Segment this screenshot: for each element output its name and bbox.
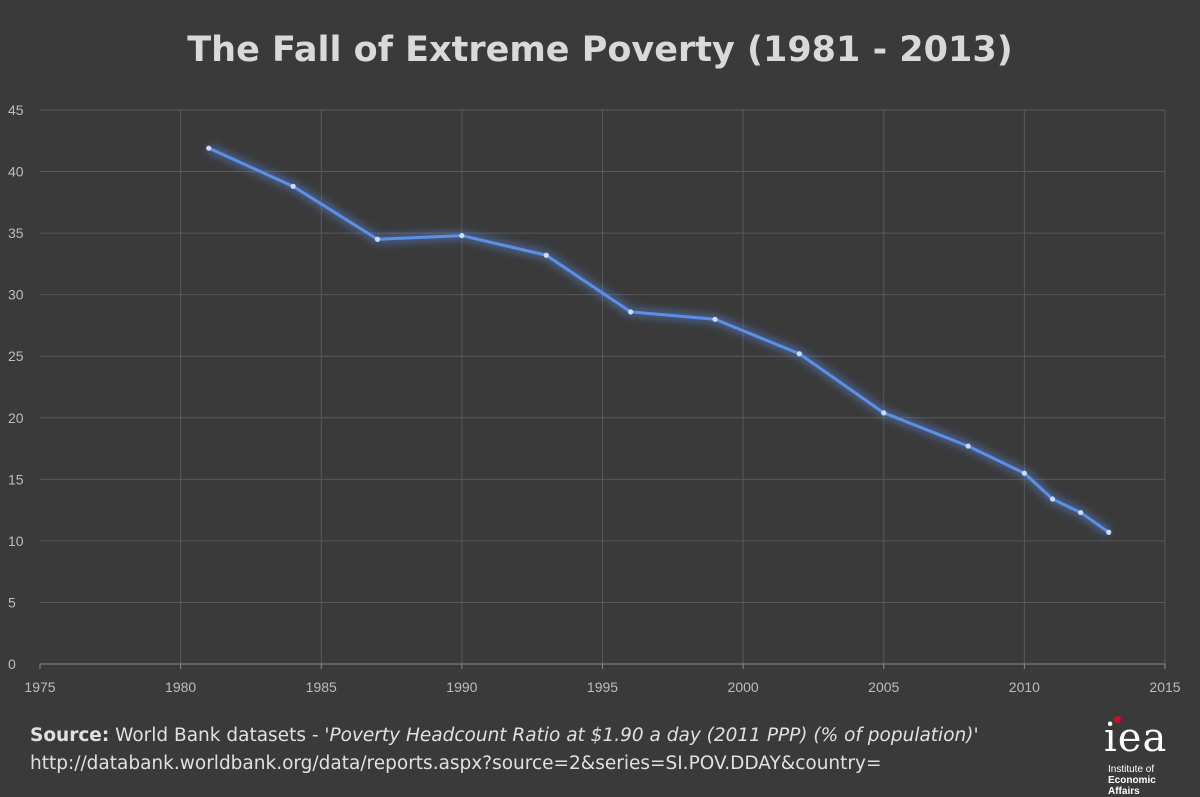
y-tick-label: 15 <box>8 471 24 487</box>
source-line-1: Source: World Bank datasets - 'Poverty H… <box>30 722 979 750</box>
y-tick-label: 5 <box>8 594 16 610</box>
y-tick-label: 35 <box>8 225 24 241</box>
data-point <box>796 351 802 357</box>
x-tick-label: 1990 <box>446 679 477 695</box>
source-url[interactable]: http://databank.worldbank.org/data/repor… <box>30 753 882 774</box>
source-text: World Bank datasets - <box>109 725 325 746</box>
logo-dot <box>1114 716 1121 723</box>
x-tick-label: 1995 <box>587 679 618 695</box>
y-tick-label: 20 <box>8 410 24 426</box>
data-point <box>543 252 549 258</box>
iea-logo: iea Institute of Economic Affairs <box>1104 714 1184 797</box>
x-tick-label: 2015 <box>1149 679 1180 695</box>
x-tick-label: 1985 <box>306 679 337 695</box>
data-point <box>1078 509 1084 516</box>
data-point <box>459 232 465 239</box>
chart-title: The Fall of Extreme Poverty (1981 - 2013… <box>187 30 1013 70</box>
y-tick-label: 0 <box>8 656 16 672</box>
grid-layer <box>40 109 1166 665</box>
data-point <box>628 309 634 315</box>
source-block: Source: World Bank datasets - 'Poverty H… <box>30 722 979 778</box>
y-tick-label: 40 <box>8 164 24 180</box>
logo-word: iea <box>1104 715 1168 761</box>
y-tick-label: 30 <box>8 287 24 303</box>
data-point <box>1106 529 1112 535</box>
data-point <box>1049 496 1056 502</box>
data-point <box>290 183 296 189</box>
source-dataset: 'Poverty Headcount Ratio at $1.90 a day … <box>324 725 979 746</box>
x-tick-label: 1975 <box>24 679 55 695</box>
y-tick-label: 25 <box>8 348 24 364</box>
x-tick-label: 1980 <box>165 679 196 695</box>
data-point <box>881 410 887 416</box>
data-point <box>965 443 971 449</box>
data-point <box>712 316 718 322</box>
axis-layer: 0 5 10 15 20 25 30 35 40 45 1975 1980 1985 1990 1995 20… <box>8 102 1181 695</box>
x-tick-label: 2010 <box>1009 679 1040 695</box>
series-layer <box>206 144 1112 536</box>
series-line-glow <box>206 144 1112 536</box>
logo-line-2: Economic Affairs <box>1108 775 1156 797</box>
data-point <box>1021 470 1027 476</box>
y-tick-label: 10 <box>8 533 24 549</box>
source-label: Source: <box>30 725 110 746</box>
x-tick-label: 2000 <box>728 679 759 695</box>
data-point <box>374 236 381 242</box>
series-line <box>208 146 1110 534</box>
x-tick-label: 2005 <box>868 679 899 695</box>
y-tick-label: 45 <box>8 102 24 118</box>
logo-line-1: Institute of <box>1108 764 1155 775</box>
logo-subtitle: Institute of Economic Affairs <box>1108 764 1184 797</box>
data-point <box>206 145 212 151</box>
